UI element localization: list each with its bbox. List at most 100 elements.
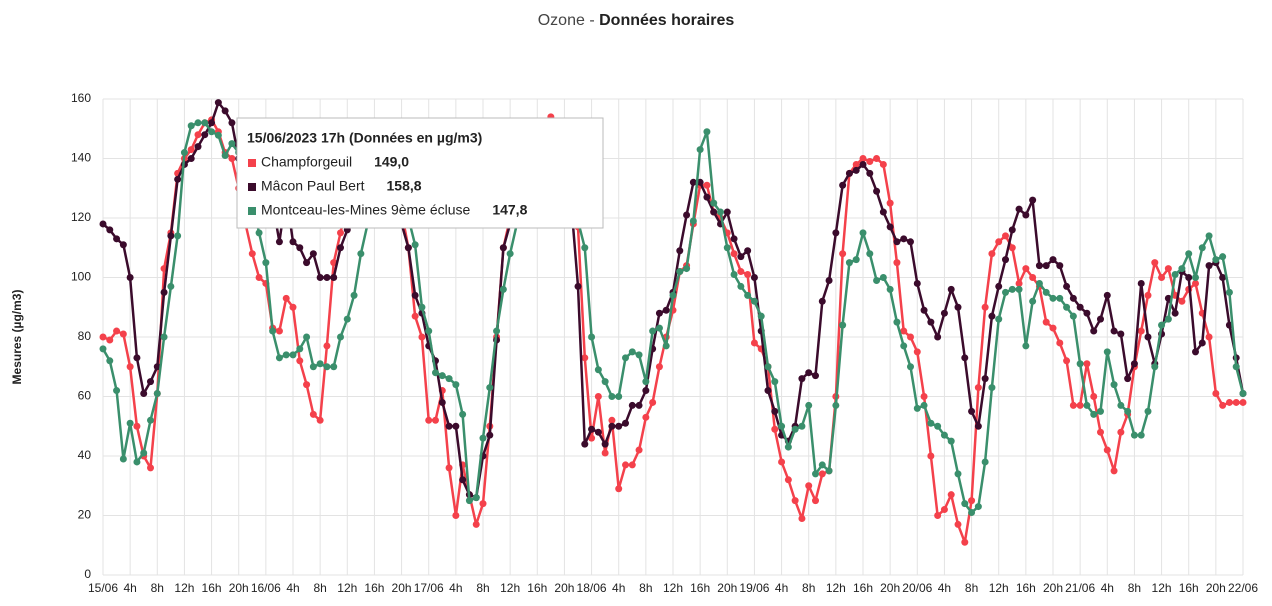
x-tick-label: 4h [1101,581,1114,595]
data-point [486,384,494,392]
x-tick-label: 20h [717,581,737,595]
data-point [1002,288,1009,296]
data-point [119,241,127,249]
data-point [472,494,480,502]
data-point [1205,262,1213,270]
data-point [418,303,426,311]
data-point [316,274,324,281]
data-point [404,244,412,252]
data-point [1225,288,1233,296]
data-point [594,366,602,374]
data-point [893,238,901,246]
data-point [201,119,209,127]
data-point [1124,375,1132,383]
data-point [255,274,263,281]
data-point [187,146,195,154]
data-point [1192,279,1199,287]
data-point [153,390,161,398]
data-point [1008,244,1016,252]
data-point [208,128,216,136]
tooltip-value: 147,8 [492,202,527,218]
data-point [1042,262,1050,270]
data-point [981,458,989,466]
data-point [988,312,996,320]
data-point [655,363,663,371]
data-point [873,187,881,195]
data-point [506,250,514,258]
data-point [1002,256,1009,264]
data-point [662,306,670,314]
data-point [642,378,650,386]
x-tick-label: 20/06 [902,581,932,595]
data-point [452,422,460,430]
data-point [1063,303,1071,311]
data-point [432,369,439,377]
data-point [1063,357,1071,365]
data-point [1151,259,1159,267]
data-point [886,223,894,231]
y-tick-label: 160 [71,91,91,105]
x-tick-label: 12h [1152,581,1172,595]
x-tick-label: 12h [989,581,1009,595]
data-point [147,416,154,424]
data-point [411,241,419,249]
x-tick-label: 16h [1179,581,1199,595]
data-point [1219,253,1227,261]
tooltip-swatch [248,207,256,215]
data-point [499,244,507,252]
data-point [703,181,711,189]
data-point [289,351,297,359]
data-point [1083,401,1091,409]
x-tick-label: 4h [123,581,136,595]
x-tick-label: 4h [938,581,951,595]
data-point [954,470,962,478]
data-point [1137,279,1145,287]
data-point [608,416,616,424]
data-point [1232,363,1240,371]
x-tick-label: 8h [476,581,489,595]
x-tick-label: 20h [1206,581,1226,595]
data-point [866,169,874,177]
data-point [337,229,344,237]
data-point [1022,342,1030,350]
data-point [913,404,921,412]
data-point [974,503,982,511]
data-point [1069,294,1077,302]
data-point [764,387,772,395]
data-point [920,393,928,400]
data-point [689,178,697,186]
x-tick-label: 16/06 [251,581,281,595]
data-point [1103,446,1111,454]
data-point [1015,279,1023,287]
y-tick-label: 40 [78,448,92,462]
data-point [1239,398,1247,406]
x-tick-label: 16h [853,581,873,595]
x-tick-label: 8h [151,581,164,595]
data-point [248,250,256,258]
data-point [805,401,813,409]
x-tick-label: 4h [612,581,625,595]
data-point [1008,285,1016,293]
data-point [581,440,589,448]
data-point [1178,265,1186,273]
data-point [411,312,419,320]
data-point [289,303,297,311]
data-point [1056,294,1064,302]
data-point [873,155,881,162]
data-point [1110,381,1118,389]
data-point [588,425,596,433]
data-point [812,372,819,380]
data-point [920,401,928,409]
data-point [852,166,860,174]
data-point [676,268,684,276]
data-point [411,291,419,299]
data-point [940,309,948,317]
data-point [214,131,222,139]
data-point [187,122,195,130]
data-point [445,422,453,430]
data-point [635,351,643,359]
data-point [479,500,487,508]
data-point [486,431,494,439]
data-point [330,363,338,371]
data-point [907,238,914,246]
